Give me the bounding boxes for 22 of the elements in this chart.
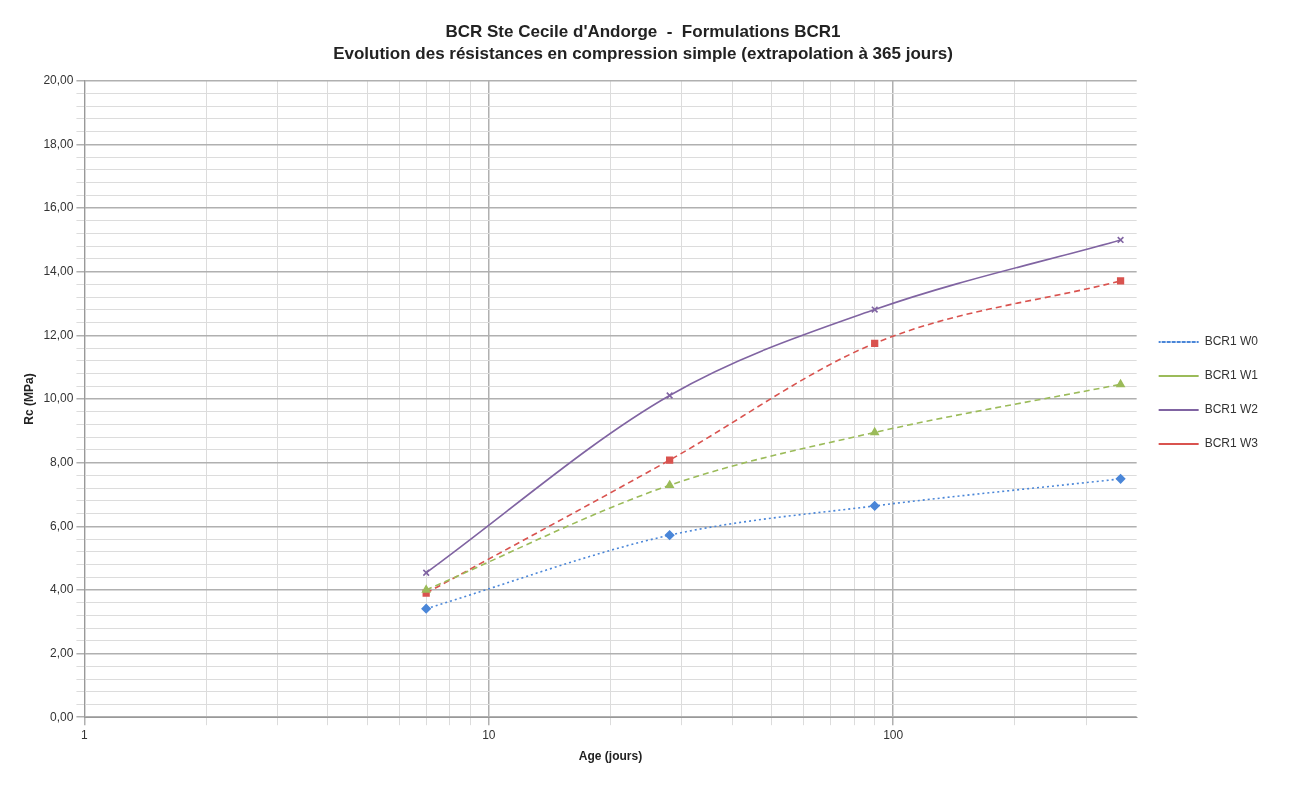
x-tick-label: 100 xyxy=(883,727,904,742)
chart-subtitle: Evolution des résistances en compression simple (extrapolation à 365 jours) xyxy=(333,44,953,64)
legend-label: BCR1 W3 xyxy=(1204,436,1259,451)
y-tick-label: 10,00 xyxy=(43,391,74,406)
y-axis-title: Rc (MPa) xyxy=(21,373,36,425)
legend-label: BCR1 W1 xyxy=(1204,368,1259,383)
y-tick-label: 12,00 xyxy=(43,327,74,342)
y-tick-label: 4,00 xyxy=(50,582,74,597)
y-tick-label: 16,00 xyxy=(43,200,74,215)
x-tick-label: 10 xyxy=(482,727,496,742)
y-tick-label: 20,00 xyxy=(43,73,74,88)
y-tick-label: 0,00 xyxy=(50,709,74,724)
y-tick-label: 8,00 xyxy=(50,454,74,469)
y-tick-label: 2,00 xyxy=(50,645,74,660)
legend-label: BCR1 W2 xyxy=(1204,402,1259,417)
y-tick-label: 14,00 xyxy=(43,264,74,279)
legend-label: BCR1 W0 xyxy=(1204,334,1259,349)
y-tick-label: 18,00 xyxy=(43,136,74,151)
x-tick-label: 1 xyxy=(81,727,89,742)
y-tick-label: 6,00 xyxy=(50,518,74,533)
x-axis-title: Age (jours) xyxy=(578,749,643,764)
chart-title: BCR Ste Cecile d'Andorge - Formulations BCR1 xyxy=(445,21,841,41)
